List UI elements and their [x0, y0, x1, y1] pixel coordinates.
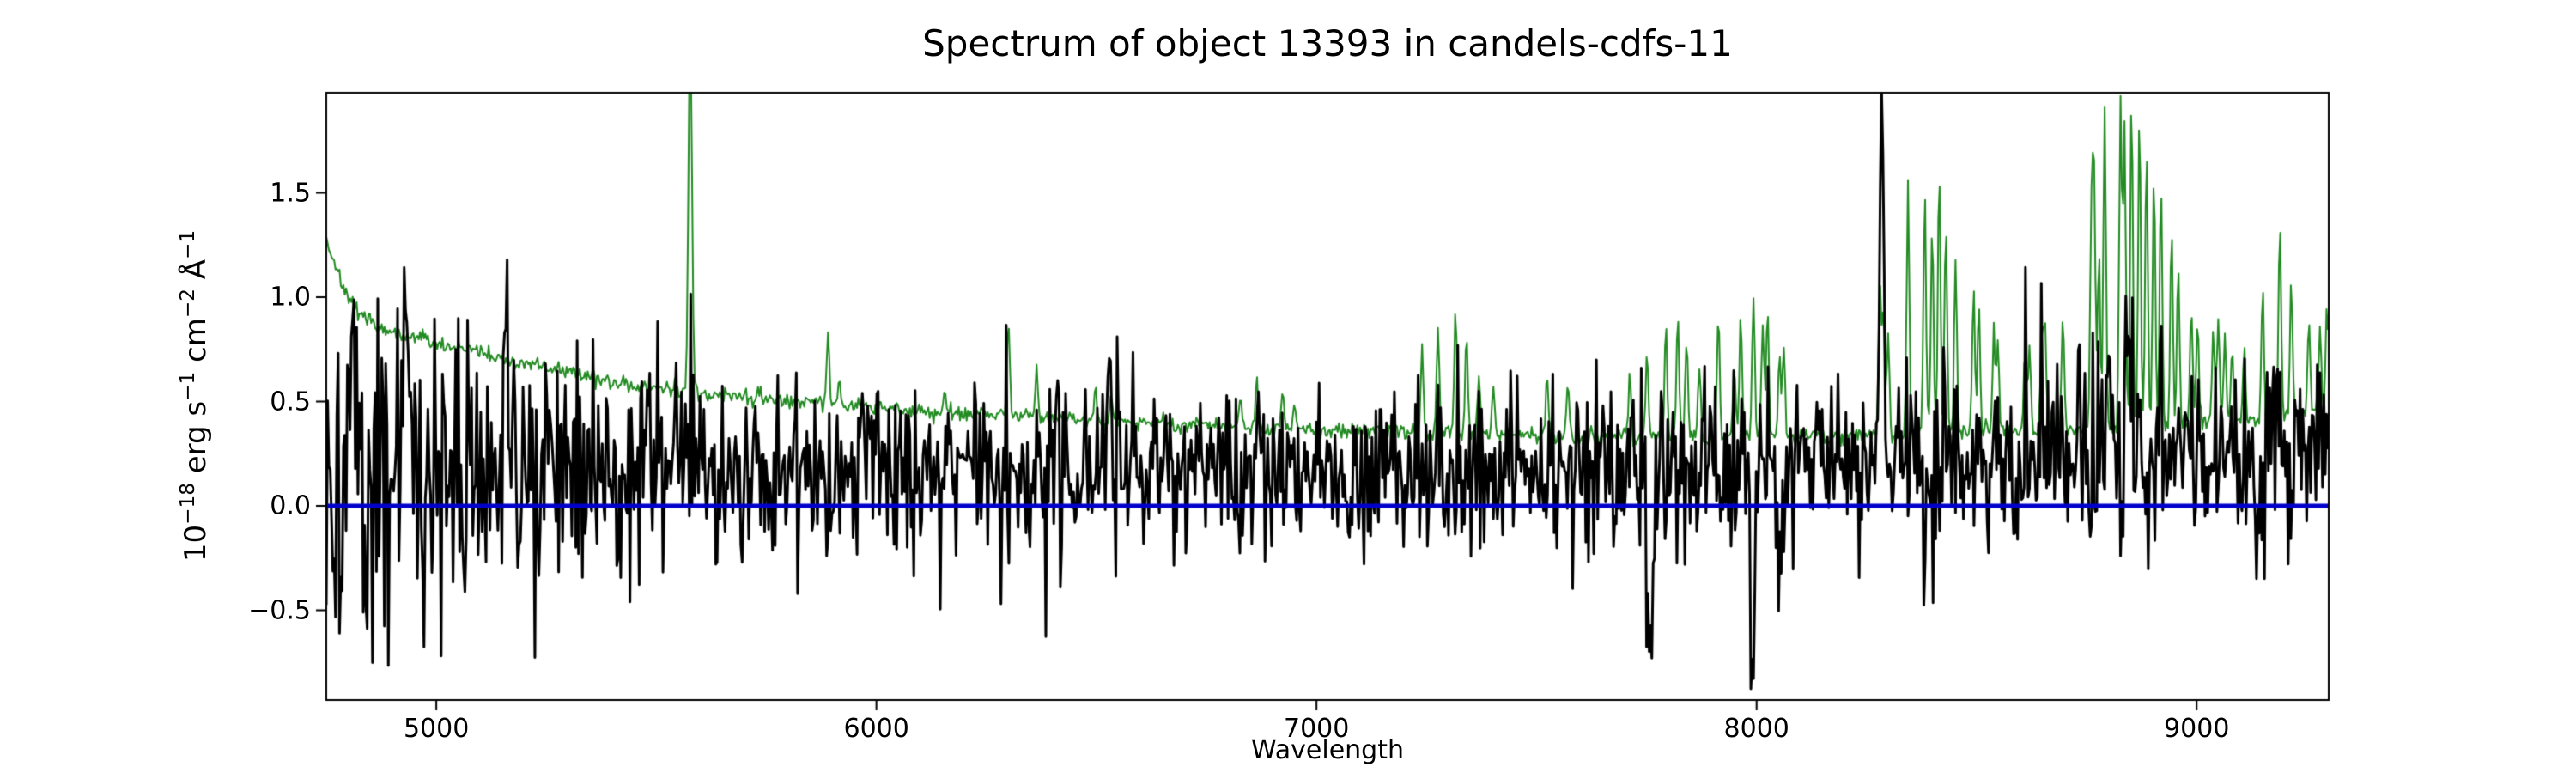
y-axis-label-segment: 10 [179, 524, 213, 563]
y-axis-label-segment: cm [179, 318, 213, 372]
x-axis-label: Wavelength [1251, 735, 1404, 765]
chart-title: Spectrum of object 13393 in candels-cdfs… [922, 22, 1733, 64]
y-tick-label: 0.0 [270, 490, 311, 521]
y-axis-label-segment: −1 [177, 371, 200, 401]
x-tick-label: 8000 [1723, 714, 1789, 744]
y-axis-label-segment: Å [179, 259, 213, 289]
y-tick-label: 1.0 [270, 282, 311, 313]
x-tick-label: 9000 [2164, 714, 2230, 744]
x-tick-label: 7000 [1283, 714, 1350, 744]
y-axis-label: 10−18 erg s−1 cm−2 Å−1 [177, 229, 213, 563]
y-tick-label: −0.5 [248, 595, 311, 626]
y-axis-label-segment: −2 [177, 289, 200, 319]
y-axis-label-segment: −18 [177, 483, 200, 525]
y-tick-label: 0.5 [270, 386, 311, 417]
y-axis-label-segment: −1 [177, 229, 200, 259]
y-tick-label: 1.5 [270, 178, 311, 209]
x-tick-label: 6000 [843, 714, 909, 744]
y-axis-label-segment: erg s [179, 400, 213, 484]
x-tick-label: 5000 [403, 714, 470, 744]
